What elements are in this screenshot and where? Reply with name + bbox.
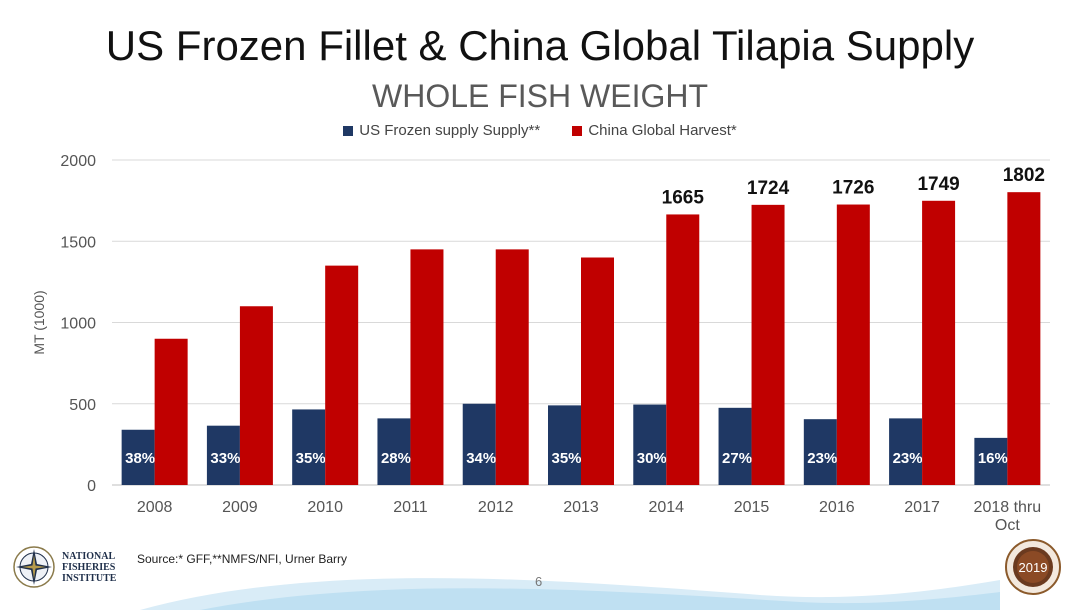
us-share-label: 30% — [637, 450, 667, 467]
y-tick-label: 1000 — [60, 316, 96, 333]
us-supply-bar — [121, 429, 155, 485]
legend-item-us: US Frozen supply Supply** — [343, 122, 540, 139]
source-note: Source:* GFF,**NMFS/NFI, Urner Barry — [137, 552, 348, 566]
us-supply-bar — [889, 418, 923, 485]
legend-swatch-china — [572, 125, 583, 136]
us-share-label: 35% — [551, 450, 581, 467]
us-share-label: 23% — [893, 450, 923, 467]
china-harvest-bar — [325, 265, 359, 485]
y-axis-label: MT (1000) — [31, 290, 47, 354]
us-supply-bar — [292, 409, 326, 485]
china-harvest-bar — [922, 200, 956, 485]
bar-chart: 0 500 1000 1500 2000 MT (1000) 38% 2008 33% 2009 3… — [31, 153, 1050, 534]
us-supply-bar — [462, 403, 496, 485]
y-tick-label: 1500 — [60, 234, 96, 251]
x-tick-label: 2017 — [904, 499, 940, 516]
legend: US Frozen supply Supply** China Global H… — [0, 122, 1080, 140]
us-share-label: 23% — [807, 450, 837, 467]
y-tick-label: 2000 — [60, 153, 96, 170]
china-harvest-bar — [836, 204, 870, 485]
china-harvest-bar — [495, 249, 529, 485]
us-share-label: 33% — [210, 450, 240, 467]
us-supply-bar — [974, 437, 1008, 485]
us-share-label: 38% — [125, 450, 155, 467]
logo-line-2: FISHERIES — [62, 561, 116, 573]
x-tick-label: 2008 — [137, 499, 173, 516]
china-harvest-bar — [666, 214, 700, 485]
china-value-label: 1749 — [917, 174, 959, 195]
logo-line-3: INSTITUTE — [62, 572, 117, 584]
x-tick-label: 2012 — [478, 499, 514, 516]
x-tick-label: 2014 — [648, 499, 684, 516]
us-supply-bar — [206, 425, 240, 485]
china-harvest-bar — [410, 249, 444, 485]
us-supply-bar — [377, 418, 411, 485]
china-value-label: 1802 — [1003, 165, 1045, 186]
us-supply-bar — [803, 419, 837, 485]
nfi-logo: NATIONAL FISHERIES INSTITUTE — [12, 545, 116, 589]
seal-year: 2019 — [1019, 560, 1048, 575]
china-harvest-bar — [239, 306, 273, 485]
china-value-label: 1665 — [662, 187, 705, 208]
x-tick-label: 2013 — [563, 499, 599, 516]
us-supply-bar — [633, 404, 667, 485]
seafood-summit-logo: 2019 — [1004, 538, 1062, 601]
legend-label-us: US Frozen supply Supply** — [359, 122, 541, 139]
us-share-label: 28% — [381, 450, 411, 467]
chart-title: US Frozen Fillet & China Global Tilapia … — [105, 22, 975, 69]
us-share-label: 34% — [466, 450, 496, 467]
compass-icon — [13, 546, 55, 588]
china-harvest-bar — [1007, 192, 1041, 486]
x-tick-label: 2018 thru — [974, 499, 1042, 516]
y-tick-label: 0 — [87, 478, 96, 495]
legend-item-china: China Global Harvest* — [572, 122, 737, 139]
y-tick-label: 500 — [69, 397, 96, 414]
x-tick-label: 2011 — [393, 499, 428, 516]
china-value-label: 1726 — [832, 178, 874, 199]
us-supply-bar — [718, 407, 752, 485]
us-share-label: 27% — [722, 450, 752, 467]
logo-line-1: NATIONAL — [62, 550, 116, 562]
x-tick-label: 2009 — [222, 499, 258, 516]
chart-subtitle: WHOLE FISH WEIGHT — [372, 78, 708, 114]
us-share-label: 35% — [296, 450, 326, 467]
china-harvest-bar — [581, 257, 614, 485]
china-harvest-bar — [154, 338, 188, 485]
x-tick-label: 2015 — [734, 499, 770, 516]
x-tick-label: 2016 — [819, 499, 855, 516]
china-value-label: 1724 — [747, 178, 790, 199]
x-tick-label: Oct — [995, 517, 1020, 534]
conference-seal-icon: 2019 — [1005, 539, 1061, 595]
legend-label-china: China Global Harvest* — [588, 122, 737, 139]
x-tick-label: 2010 — [307, 499, 343, 516]
legend-swatch-us — [343, 125, 354, 136]
china-harvest-bar — [751, 204, 785, 485]
us-supply-bar — [548, 405, 581, 485]
us-share-label: 16% — [978, 450, 1008, 467]
decorative-wave — [140, 578, 1000, 610]
page-number: 6 — [535, 574, 543, 589]
